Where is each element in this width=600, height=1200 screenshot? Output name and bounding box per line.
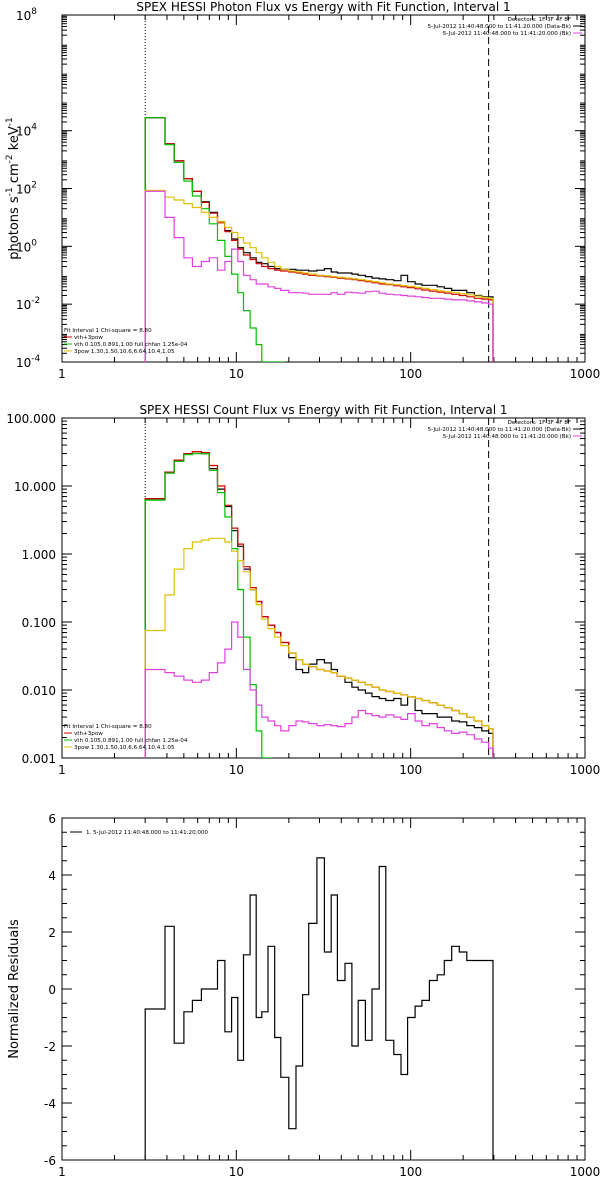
- series-group: [144, 857, 494, 1160]
- legend-bottom-text: Fit Interval 1 Chi-square = 8.80: [64, 724, 152, 730]
- chart-panel-2: SPEX HESSI Count Flux vs Energy with Fit…: [6, 403, 600, 777]
- plot-frame: [61, 417, 586, 759]
- series-line-residuals-0: [144, 857, 494, 1160]
- chart-title: SPEX HESSI Photon Flux vs Energy with Fi…: [136, 0, 510, 14]
- y-tick-base: 10: [16, 183, 31, 197]
- series-group: [144, 451, 494, 758]
- legend-top-text: Detectors: 1F 3F 4F 8F: [508, 17, 571, 23]
- y-tick-label: 6: [48, 812, 56, 826]
- series-line-vth-3pow: [144, 451, 494, 758]
- y-tick-label: -4: [44, 1097, 56, 1111]
- legend-bottom-text: 3pow 1.30,1.50,10.6,6.64,10.4,1.05: [74, 349, 175, 355]
- y-tick-label: 0.001: [22, 752, 56, 766]
- y-tick-exponent: 8: [31, 7, 37, 17]
- plot-frame: [61, 817, 586, 1161]
- plot-frame: [61, 14, 586, 363]
- y-tick-base: 10: [16, 125, 31, 139]
- x-tick-label: 100: [399, 367, 422, 381]
- y-axis-label-part: photons s: [7, 196, 22, 260]
- legend-top-text: 5-Jul-2012 11:40:48.000 to 11:41:20.000 …: [428, 24, 571, 30]
- y-axis-label-part: Normalized Residuals: [7, 919, 22, 1059]
- y-axis-label-exponent: -2: [5, 154, 15, 163]
- series-line-vth: [144, 453, 273, 758]
- y-tick-label: 2: [48, 926, 56, 940]
- x-tick-label: 100: [399, 1165, 422, 1179]
- y-tick-exponent: 0: [31, 238, 37, 248]
- y-tick-label: 10-4: [16, 354, 41, 370]
- y-tick-exponent: 2: [31, 181, 37, 191]
- x-tick-label: 100: [399, 763, 422, 777]
- y-tick-label: 0.010: [22, 684, 56, 698]
- y-tick-label: 0.100: [22, 616, 56, 630]
- y-tick-exponent: -4: [31, 354, 40, 364]
- y-tick-label: 4: [48, 869, 56, 883]
- chart-title: SPEX HESSI Count Flux vs Energy with Fit…: [139, 403, 507, 417]
- series-line-3pow: [144, 189, 494, 362]
- y-axis-label-exponent: -1: [5, 117, 15, 126]
- y-axis-label: photons s-1 cm-2 keV-1: [5, 117, 22, 259]
- y-tick-label: 100.000: [6, 412, 56, 426]
- chart-panel-1: SPEX HESSI Photon Flux vs Energy with Fi…: [5, 0, 600, 381]
- legend-bottom-text: Fit Interval 1 Chi-square = 8.80: [64, 328, 152, 334]
- legend-text: 1. 5-Jul-2012 11:40:48.000 to 11:41:20.0…: [86, 830, 209, 836]
- y-tick-base: 10: [16, 240, 31, 254]
- legend-bottom-text: vth+3pow: [74, 731, 103, 737]
- legend-top-text: 5-Jul-2012 11:40:48.000 to 11:41:20.000 …: [428, 427, 571, 433]
- y-tick-exponent: -2: [31, 296, 40, 306]
- chart-panel-3: 1 10 100 1000 -6 -4 -2 0 2 4 6 Normalized Residuals…: [7, 812, 600, 1179]
- legend-bottom-text: vth 0.105,0.891,1.00 full chfan 1.25e-04: [74, 738, 188, 744]
- legend-top-text: Detectors: 1F 3F 4F 8F: [508, 420, 571, 426]
- x-tick-label: 1: [58, 1165, 66, 1179]
- y-tick-exponent: 4: [31, 123, 37, 133]
- series-line-vth-3pow: [144, 117, 494, 362]
- series-line-vth: [144, 117, 286, 362]
- series-line-data-bk: [144, 451, 494, 758]
- legend-bottom-text: vth 0.105,0.891,1.00 full chfan 1.25e-04: [74, 342, 188, 348]
- y-tick-label: -2: [44, 1040, 56, 1054]
- x-tick-label: 1: [58, 367, 66, 381]
- y-tick-label: 1.000: [22, 548, 56, 562]
- y-axis-label: Normalized Residuals: [7, 919, 22, 1059]
- x-tick-label: 10: [229, 367, 244, 381]
- legend-bottom-text: vth+3pow: [74, 335, 103, 341]
- y-tick-base: 10: [16, 356, 31, 370]
- series-group: [144, 117, 494, 362]
- y-axis-label-exponent: -1: [5, 187, 15, 196]
- series-line-bk: [144, 190, 494, 362]
- y-tick-label: 10.000: [14, 480, 56, 494]
- y-tick-label: 104: [16, 123, 37, 139]
- series-line-data-bk: [144, 117, 494, 362]
- y-axis-label-part: keV: [7, 126, 22, 154]
- y-tick-label: 100: [16, 238, 37, 254]
- legend-top-text: 5-Jul-2012 11:40:48.000 to 11:41:20.000 …: [443, 434, 571, 440]
- y-tick-label: 108: [16, 7, 37, 23]
- x-tick-label: 10: [229, 763, 244, 777]
- series-line-3pow: [144, 537, 494, 758]
- legend-top-text: 5-Jul-2012 11:40:48.000 to 11:41:20.000 …: [443, 31, 571, 37]
- y-tick-label: 0: [48, 983, 56, 997]
- x-tick-label: 1000: [570, 763, 600, 777]
- y-tick-base: 10: [16, 9, 31, 23]
- y-axis-label-part: cm: [7, 163, 22, 187]
- series-line-bk: [144, 621, 494, 758]
- x-tick-label: 1000: [570, 1165, 600, 1179]
- x-tick-label: 1000: [570, 367, 600, 381]
- y-tick-label: -6: [44, 1154, 56, 1168]
- x-tick-label: 1: [58, 763, 66, 777]
- legend-bottom-text: 3pow 1.30,1.50,10.6,6.64,10.4,1.05: [74, 745, 175, 751]
- x-tick-label: 10: [229, 1165, 244, 1179]
- y-tick-label: 102: [16, 181, 37, 197]
- y-tick-base: 10: [16, 298, 31, 312]
- y-tick-label: 10-2: [16, 296, 40, 312]
